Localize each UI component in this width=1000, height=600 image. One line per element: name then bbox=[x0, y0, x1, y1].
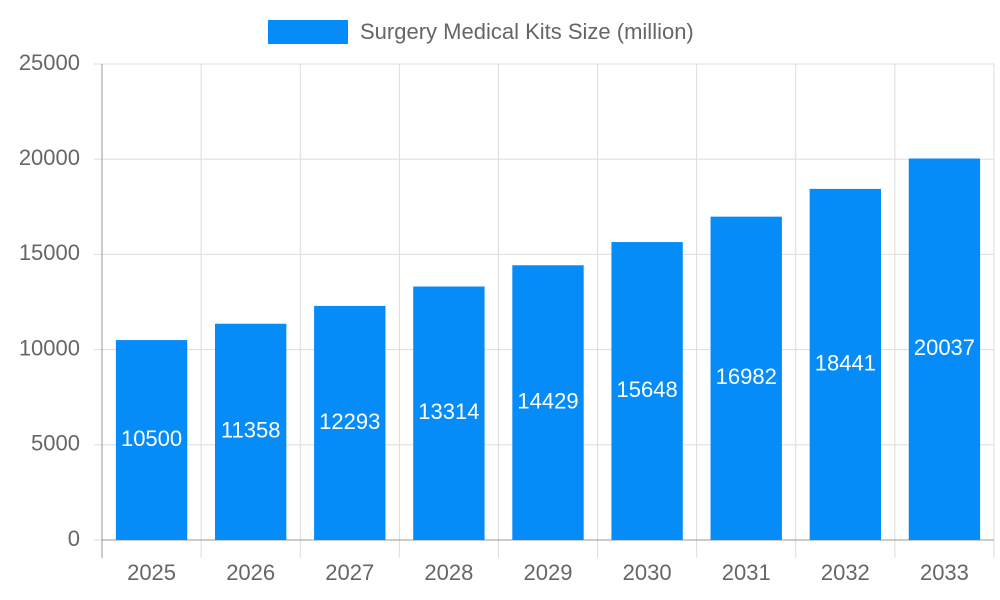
value-label: 14429 bbox=[517, 388, 578, 413]
value-label: 11358 bbox=[221, 418, 281, 443]
y-tick-label: 15000 bbox=[19, 240, 80, 265]
bar bbox=[908, 158, 981, 540]
bar bbox=[512, 265, 584, 540]
x-tick-label: 2030 bbox=[623, 560, 672, 585]
x-tick-label: 2033 bbox=[920, 560, 969, 585]
y-tick-label: 5000 bbox=[31, 431, 80, 456]
x-tick-label: 2025 bbox=[127, 560, 176, 585]
bar bbox=[413, 286, 485, 540]
x-tick-label: 2032 bbox=[821, 560, 870, 585]
x-tick-label: 2029 bbox=[524, 560, 573, 585]
bar bbox=[611, 242, 683, 540]
bar bbox=[809, 188, 882, 540]
bar bbox=[214, 323, 287, 540]
y-tick-label: 25000 bbox=[19, 50, 80, 75]
x-tick-label: 2028 bbox=[424, 560, 473, 585]
legend-swatch bbox=[268, 20, 348, 44]
bar bbox=[314, 305, 386, 540]
bar bbox=[710, 216, 782, 540]
x-tick-label: 2027 bbox=[325, 560, 374, 585]
bar bbox=[115, 340, 188, 540]
y-tick-label: 10000 bbox=[19, 335, 80, 360]
legend-label: Surgery Medical Kits Size (million) bbox=[360, 19, 694, 44]
value-label: 12293 bbox=[319, 409, 380, 434]
value-label: 20037 bbox=[914, 335, 975, 360]
x-tick-label: 2031 bbox=[722, 560, 771, 585]
value-label: 15648 bbox=[617, 377, 678, 402]
value-label: 13314 bbox=[418, 399, 479, 424]
value-label: 16982 bbox=[716, 364, 777, 389]
y-tick-label: 20000 bbox=[19, 145, 80, 170]
x-tick-label: 2026 bbox=[226, 560, 275, 585]
value-label: 18441 bbox=[815, 350, 876, 375]
y-tick-label: 0 bbox=[68, 526, 80, 551]
value-label: 10500 bbox=[121, 426, 182, 451]
